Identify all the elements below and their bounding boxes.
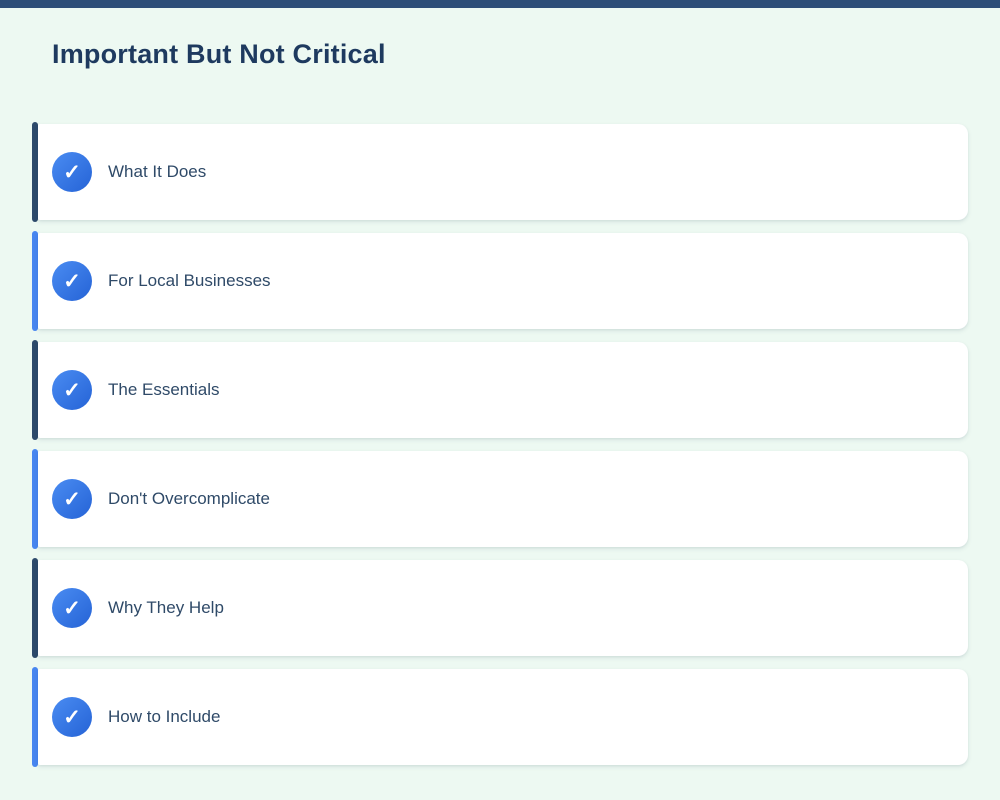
check-icon: ✓ [52,370,92,410]
list-item[interactable]: ✓ Why They Help [32,558,968,658]
list-item-label: How to Include [108,707,221,726]
list-item[interactable]: ✓ What It Does [32,122,968,222]
accent-bar [32,340,38,440]
list-item-card[interactable]: ✓ What It Does [38,124,968,220]
check-icon: ✓ [52,261,92,301]
list-item-label: For Local Businesses [108,271,271,290]
list-item-card[interactable]: ✓ The Essentials [38,342,968,438]
accent-bar [32,449,38,549]
list-item[interactable]: ✓ How to Include [32,667,968,767]
list-item-card[interactable]: ✓ For Local Businesses [38,233,968,329]
list-item[interactable]: ✓ For Local Businesses [32,231,968,331]
list-item-label: Why They Help [108,598,224,617]
check-icon: ✓ [52,152,92,192]
accent-bar [32,122,38,222]
check-icon: ✓ [52,697,92,737]
check-icon: ✓ [52,588,92,628]
list-item-card[interactable]: ✓ Don't Overcomplicate [38,451,968,547]
page-title: Important But Not Critical [52,39,386,69]
list-item-card[interactable]: ✓ Why They Help [38,560,968,656]
list-item-label: Don't Overcomplicate [108,489,270,508]
list-item-label: The Essentials [108,380,220,399]
accent-bar [32,231,38,331]
accent-bar [32,667,38,767]
top-accent-bar [0,0,1000,8]
list-item[interactable]: ✓ The Essentials [32,340,968,440]
list-item-label: What It Does [108,162,207,181]
section-list: ✓ What It Does ✓ For Local Businesses ✓ … [32,122,968,767]
list-item-card[interactable]: ✓ How to Include [38,669,968,765]
accent-bar [32,558,38,658]
check-icon: ✓ [52,479,92,519]
list-item[interactable]: ✓ Don't Overcomplicate [32,449,968,549]
